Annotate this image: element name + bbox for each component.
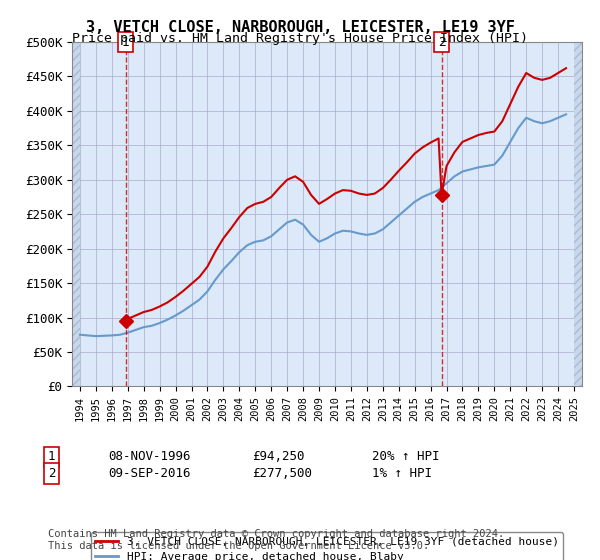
Text: 3, VETCH CLOSE, NARBOROUGH, LEICESTER, LE19 3YF: 3, VETCH CLOSE, NARBOROUGH, LEICESTER, L… (86, 20, 514, 35)
Text: Price paid vs. HM Land Registry's House Price Index (HPI): Price paid vs. HM Land Registry's House … (72, 32, 528, 45)
Bar (574, 42, 582, 386)
Text: 08-NOV-1996: 08-NOV-1996 (108, 450, 191, 463)
Text: 1: 1 (122, 35, 130, 49)
Text: 2: 2 (48, 467, 56, 480)
Text: Contains HM Land Registry data © Crown copyright and database right 2024.
This d: Contains HM Land Registry data © Crown c… (48, 529, 504, 551)
Text: 1: 1 (48, 450, 56, 463)
Text: £277,500: £277,500 (252, 467, 312, 480)
Text: 2: 2 (437, 35, 446, 49)
Text: 20% ↑ HPI: 20% ↑ HPI (372, 450, 439, 463)
Text: 1% ↑ HPI: 1% ↑ HPI (372, 467, 432, 480)
Bar (72, 42, 80, 386)
Legend: 3, VETCH CLOSE, NARBOROUGH, LEICESTER, LE19 3YF (detached house), HPI: Average p: 3, VETCH CLOSE, NARBOROUGH, LEICESTER, L… (91, 533, 563, 560)
Text: £94,250: £94,250 (252, 450, 305, 463)
Text: 09-SEP-2016: 09-SEP-2016 (108, 467, 191, 480)
